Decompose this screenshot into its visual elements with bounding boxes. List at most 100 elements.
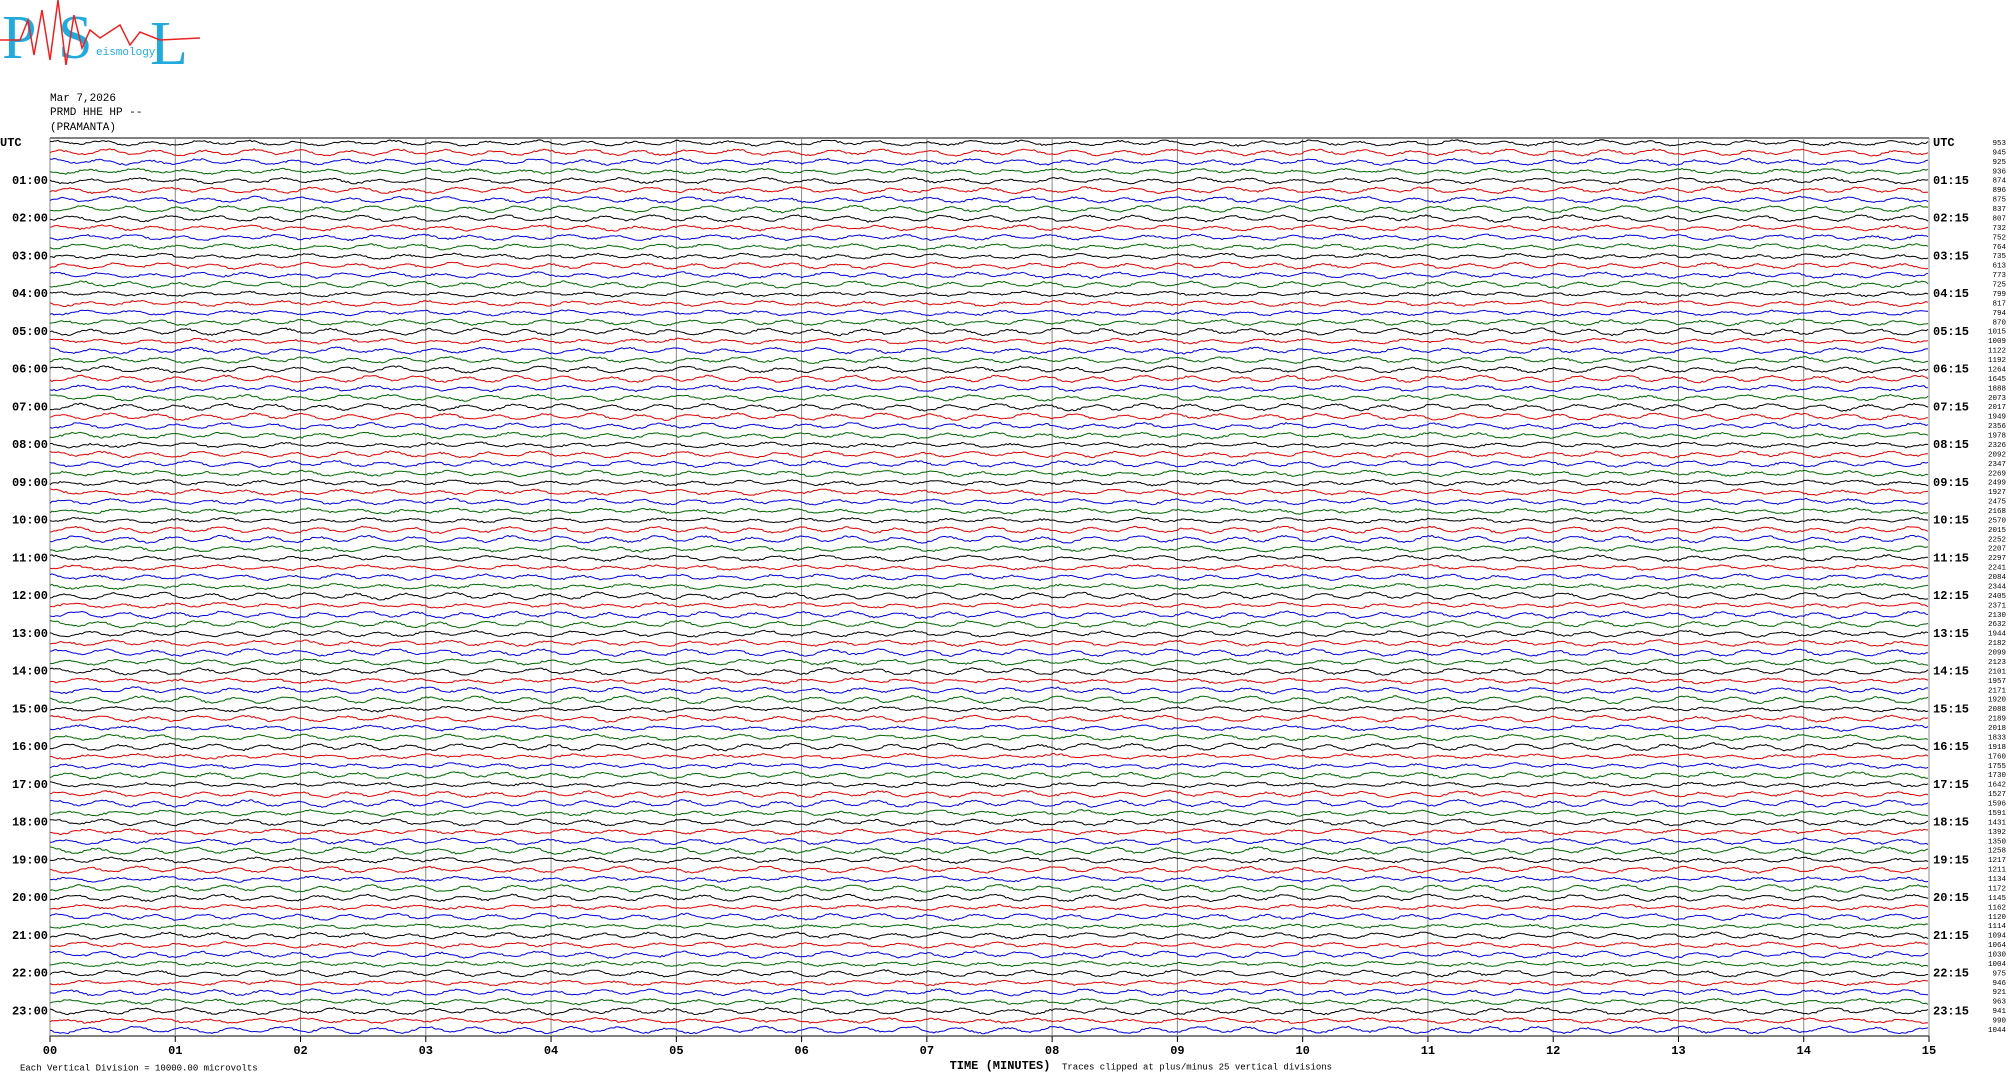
trace-count: 2168 — [1988, 508, 2006, 516]
trace — [49, 233, 1929, 242]
left-time-label: 12:00 — [12, 589, 48, 603]
x-tick-label: 05 — [669, 1044, 683, 1058]
trace-count: 799 — [1992, 291, 2006, 299]
trace — [49, 658, 1929, 666]
trace — [49, 478, 1929, 487]
logo: P S L eismology — [0, 0, 201, 78]
location: (PRAMANTA) — [50, 122, 116, 134]
trace-count: 1527 — [1988, 791, 2006, 799]
trace — [49, 667, 1929, 676]
trace — [49, 619, 1929, 629]
trace-count: 1172 — [1988, 885, 2006, 893]
right-time-label: UTC — [1933, 136, 1955, 150]
trace-count: 2405 — [1988, 593, 2007, 601]
trace-count: 1392 — [1988, 829, 2006, 837]
trace — [49, 412, 1929, 421]
trace-count: 2356 — [1988, 423, 2007, 431]
trace-count: 875 — [1992, 197, 2006, 205]
trace — [49, 582, 1929, 591]
footer-left: Each Vertical Division = 10000.00 microv… — [20, 1063, 258, 1073]
trace-count: 936 — [1992, 168, 2006, 176]
trace-count: 946 — [1992, 980, 2006, 988]
trace — [49, 1006, 1929, 1016]
trace-count: 1004 — [1988, 961, 2007, 969]
trace — [49, 280, 1929, 289]
trace-count: 1162 — [1988, 904, 2006, 912]
trace — [49, 639, 1929, 648]
trace — [49, 243, 1929, 251]
trace — [49, 450, 1929, 459]
trace-count: 2344 — [1988, 583, 2007, 591]
trace-count: 1145 — [1988, 895, 2007, 903]
left-time-label: 01:00 — [12, 174, 48, 188]
right-time-label: 13:15 — [1933, 627, 1969, 641]
trace-count: 794 — [1992, 310, 2006, 318]
trace — [49, 601, 1929, 609]
trace — [49, 139, 1929, 147]
left-time-label: 17:00 — [12, 778, 48, 792]
x-tick-label: 09 — [1170, 1044, 1184, 1058]
trace — [49, 402, 1929, 412]
trace — [49, 497, 1929, 506]
trace-count: 1350 — [1988, 838, 2007, 846]
date: Mar 7,2026 — [50, 93, 116, 105]
trace-count: 1918 — [1988, 744, 2006, 752]
trace-count: 2475 — [1988, 499, 2007, 507]
trace — [49, 912, 1929, 922]
trace-count: 945 — [1992, 149, 2006, 157]
trace-count: 2073 — [1988, 395, 2007, 403]
trace — [49, 318, 1929, 327]
trace-count: 990 — [1992, 1018, 2006, 1026]
trace — [49, 865, 1929, 874]
left-time-label: 11:00 — [12, 551, 48, 565]
trace-count: 1949 — [1988, 414, 2006, 422]
left-time-label: 22:00 — [12, 967, 48, 981]
trace — [49, 459, 1929, 468]
trace — [49, 799, 1929, 809]
trace-count: 2092 — [1988, 451, 2006, 459]
left-time-label: 03:00 — [12, 249, 48, 263]
trace — [49, 950, 1929, 959]
left-time-label: 18:00 — [12, 816, 48, 830]
trace — [49, 421, 1929, 431]
trace-count: 1755 — [1988, 763, 2007, 771]
trace — [49, 789, 1929, 799]
trace — [49, 724, 1929, 732]
x-tick-label: 07 — [920, 1044, 934, 1058]
trace-count: 735 — [1992, 253, 2006, 261]
trace-count: 2269 — [1988, 470, 2006, 478]
left-time-label: 07:00 — [12, 400, 48, 414]
trace-count: 2241 — [1988, 565, 2007, 573]
trace — [49, 781, 1929, 789]
trace — [49, 686, 1929, 695]
trace-count: 1064 — [1988, 942, 2007, 950]
right-time-label: 19:15 — [1933, 853, 1969, 867]
trace — [49, 893, 1929, 903]
trace-count: 2371 — [1988, 602, 2007, 610]
trace — [49, 525, 1929, 535]
trace — [49, 931, 1929, 940]
trace — [49, 846, 1929, 856]
trace — [49, 997, 1929, 1006]
trace — [49, 705, 1929, 713]
trace-count: 2347 — [1988, 461, 2006, 469]
trace-count: 2101 — [1988, 668, 2007, 676]
trace-count: 1642 — [1988, 782, 2006, 790]
trace-count: 1957 — [1988, 678, 2006, 686]
trace — [49, 337, 1929, 345]
trace-count: 2099 — [1988, 650, 2006, 658]
left-time-label: 10:00 — [12, 514, 48, 528]
trace-count: 1217 — [1988, 857, 2006, 865]
trace — [49, 186, 1929, 195]
left-time-label: 13:00 — [12, 627, 48, 641]
trace — [49, 214, 1929, 223]
trace — [49, 818, 1929, 827]
trace — [49, 733, 1929, 742]
trace-count: 725 — [1992, 282, 2006, 290]
trace-count: 1431 — [1988, 819, 2007, 827]
trace-count: 1009 — [1988, 338, 2006, 346]
trace-count: 1927 — [1988, 489, 2006, 497]
right-time-label: 17:15 — [1933, 778, 1969, 792]
trace — [49, 204, 1929, 214]
